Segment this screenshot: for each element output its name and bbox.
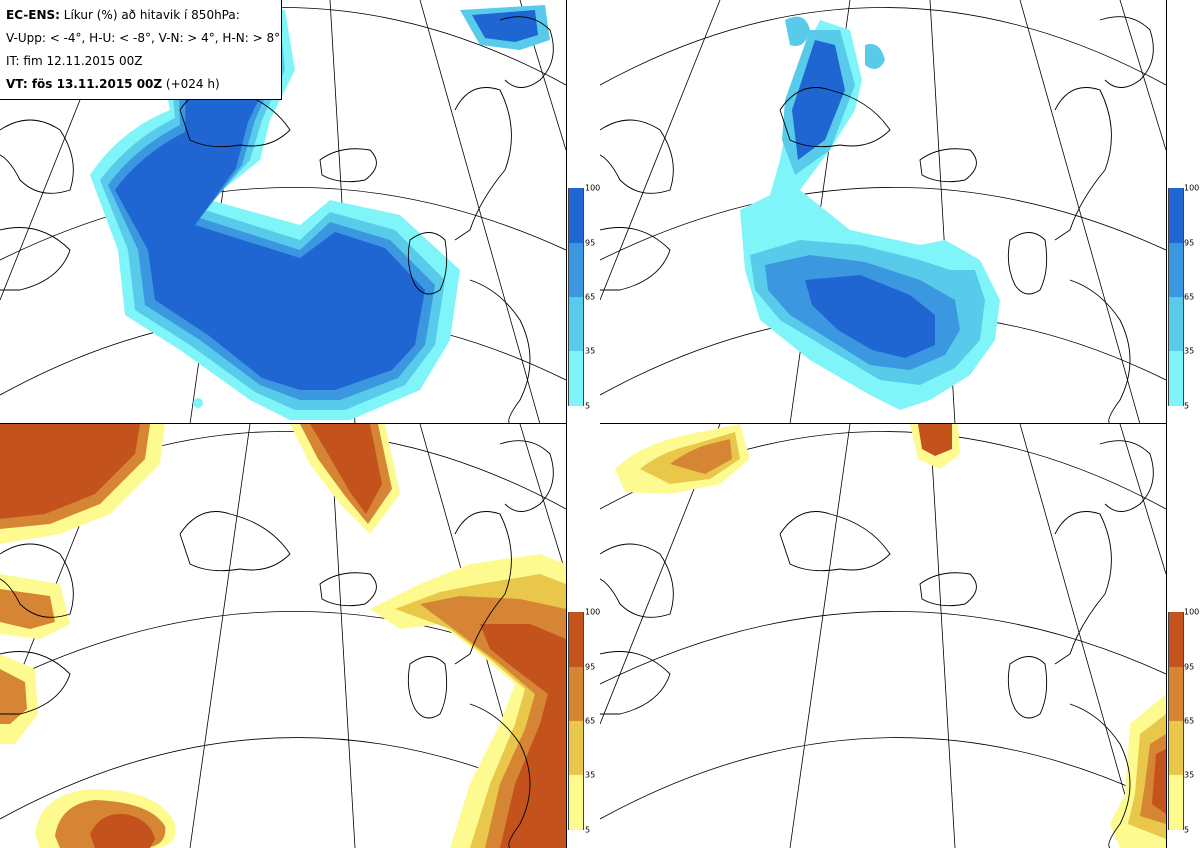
colorbar-tick: 5 xyxy=(1184,825,1190,835)
colorbar-tick: 100 xyxy=(1184,607,1200,617)
cold-probability-map-2 xyxy=(600,0,1166,424)
panel-warm-lower-left xyxy=(0,424,566,848)
valid-time: fös 13.11.2015 00Z xyxy=(31,77,163,91)
cold-probability-field xyxy=(740,16,1000,410)
colorbar-tick: 65 xyxy=(1184,292,1195,302)
colorbar-tick: 5 xyxy=(585,401,591,411)
colorbar-warm-1 xyxy=(568,612,584,830)
vertical-divider-right xyxy=(1166,0,1167,848)
horizontal-divider-left xyxy=(0,423,566,424)
vertical-divider-left xyxy=(566,0,567,848)
panel-cold-upper-right xyxy=(600,0,1166,424)
cold-probability-field xyxy=(90,5,550,420)
colorbar-tick: 100 xyxy=(585,183,601,193)
cold-probability-map-1 xyxy=(0,0,566,424)
colorbar-warm-2 xyxy=(1168,612,1184,830)
colorbar-tick: 100 xyxy=(585,607,601,617)
lead-time: (+024 h) xyxy=(165,77,220,91)
coastlines xyxy=(0,440,554,848)
colorbar-tick: 5 xyxy=(585,825,591,835)
colorbar-cold-2 xyxy=(1168,188,1184,406)
colorbar-tick: 100 xyxy=(1184,183,1200,193)
warm-probability-field xyxy=(0,424,566,848)
coastlines xyxy=(600,16,1154,424)
coastlines xyxy=(0,16,554,424)
warm-probability-map-1 xyxy=(0,424,566,848)
coastlines xyxy=(600,440,1154,848)
model-name: EC-ENS: xyxy=(6,8,60,22)
info-box: EC-ENS: Líkur (%) að hitavik í 850hPa: V… xyxy=(0,0,282,100)
colorbar-tick: 35 xyxy=(1184,346,1195,356)
thresholds: V-Upp: < -4°, H-U: < -8°, V-N: > 4°, H-N… xyxy=(6,31,281,45)
horizontal-divider-right xyxy=(600,423,1166,424)
colorbar-tick: 5 xyxy=(1184,401,1190,411)
valid-label: VT: xyxy=(6,77,28,91)
initial-time: IT: fim 12.11.2015 00Z xyxy=(6,54,143,68)
colorbar-tick: 65 xyxy=(585,716,596,726)
panel-warm-lower-right xyxy=(600,424,1166,848)
colorbar-tick: 95 xyxy=(1184,238,1195,248)
colorbar-tick: 65 xyxy=(585,292,596,302)
colorbar-tick: 95 xyxy=(585,662,596,672)
colorbar-tick: 95 xyxy=(585,238,596,248)
colorbar-tick: 95 xyxy=(1184,662,1195,672)
colorbar-tick: 35 xyxy=(585,346,596,356)
description: Líkur (%) að hitavik í 850hPa: xyxy=(63,8,240,22)
colorbar-tick: 65 xyxy=(1184,716,1195,726)
colorbar-tick: 35 xyxy=(585,770,596,780)
colorbar-tick: 35 xyxy=(1184,770,1195,780)
warm-probability-map-2 xyxy=(600,424,1166,848)
panel-cold-upper-left: EC-ENS: Líkur (%) að hitavik í 850hPa: V… xyxy=(0,0,566,424)
colorbar-cold-1 xyxy=(568,188,584,406)
warm-probability-field xyxy=(615,424,1166,848)
